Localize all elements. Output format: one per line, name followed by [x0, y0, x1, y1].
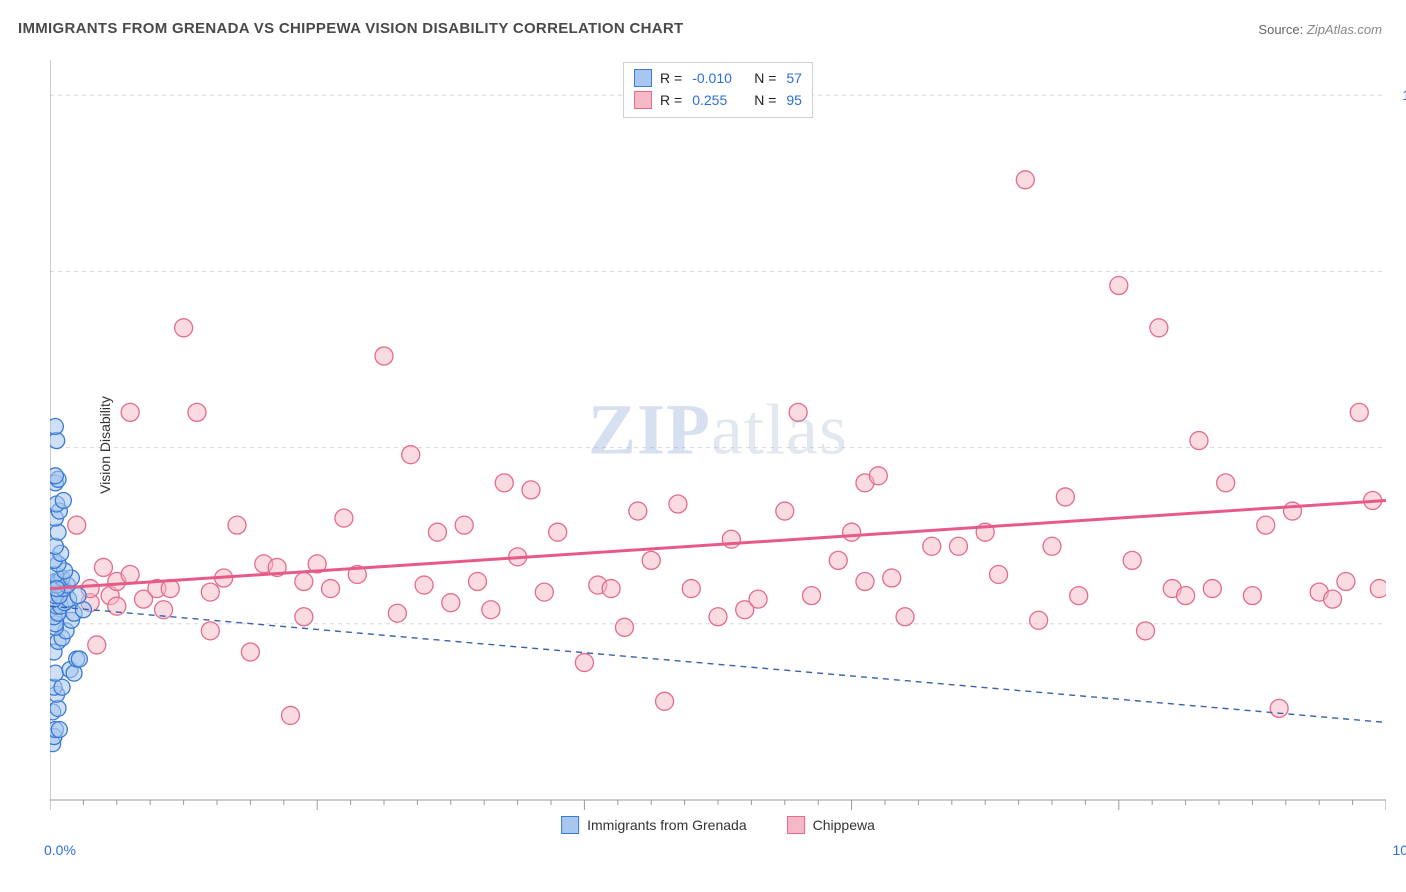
info-row-chippewa: R = 0.255 N = 95: [634, 89, 802, 111]
y-tick-label: 10.0%: [1402, 87, 1406, 103]
chart-title: IMMIGRANTS FROM GRENADA VS CHIPPEWA VISI…: [18, 20, 683, 37]
legend-item-grenada: Immigrants from Grenada: [561, 816, 747, 834]
chart-svg: [50, 60, 1386, 830]
legend-swatch-grenada: [561, 816, 579, 834]
n-label: N =: [754, 89, 776, 111]
source-attribution: Source: ZipAtlas.com: [1258, 22, 1382, 37]
series-legend: Immigrants from Grenada Chippewa: [561, 816, 875, 834]
n-value: 95: [784, 89, 802, 111]
legend-label: Immigrants from Grenada: [587, 817, 747, 833]
plot-area: Vision Disability ZIPatlas R = -0.010 N …: [50, 60, 1386, 830]
swatch-grenada: [634, 69, 652, 87]
legend-swatch-chippewa: [787, 816, 805, 834]
x-axis-max-label: 100.0%: [1393, 842, 1406, 858]
r-value: -0.010: [690, 67, 746, 89]
swatch-chippewa: [634, 91, 652, 109]
source-value: ZipAtlas.com: [1307, 22, 1382, 37]
n-value: 57: [784, 67, 802, 89]
r-value: 0.255: [690, 89, 746, 111]
n-label: N =: [754, 67, 776, 89]
r-label: R =: [660, 89, 682, 111]
legend-item-chippewa: Chippewa: [787, 816, 875, 834]
x-axis-min-label: 0.0%: [44, 842, 76, 858]
correlation-info-box: R = -0.010 N = 57 R = 0.255 N = 95: [623, 62, 813, 118]
info-row-grenada: R = -0.010 N = 57: [634, 67, 802, 89]
source-label: Source:: [1258, 22, 1303, 37]
legend-label: Chippewa: [813, 817, 875, 833]
y-axis-label: Vision Disability: [97, 396, 113, 494]
r-label: R =: [660, 67, 682, 89]
